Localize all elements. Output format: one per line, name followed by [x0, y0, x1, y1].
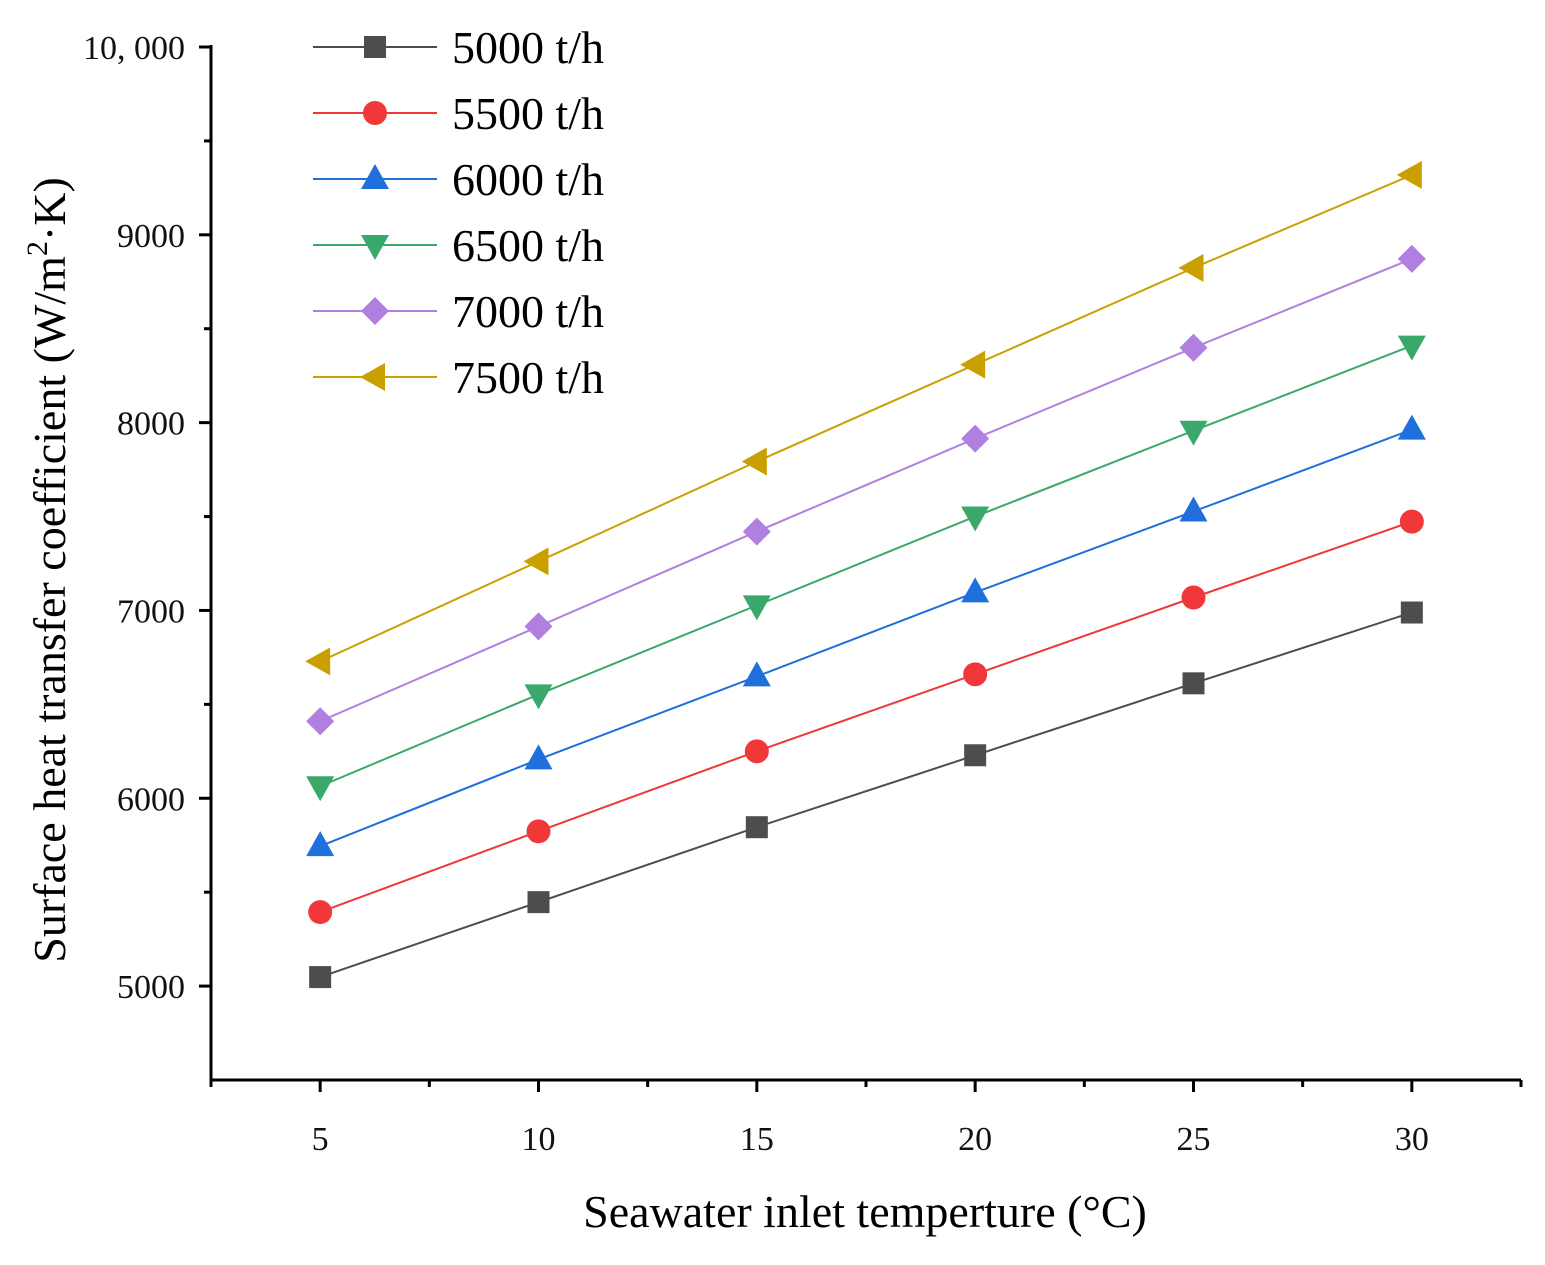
data-point-circle [526, 819, 551, 844]
y-tick-label: 6000 [117, 781, 185, 818]
data-point-triangle-left [741, 447, 767, 476]
series-line [319, 428, 1413, 848]
data-point-square [964, 744, 987, 767]
series-5500-t-h [308, 509, 1424, 925]
legend-item: 7000 t/h [313, 286, 604, 337]
data-point-diamond [524, 612, 553, 641]
legend-item: 5500 t/h [313, 88, 604, 139]
x-tick-label: 5 [312, 1121, 329, 1158]
legend-item: 7500 t/h [313, 352, 604, 403]
data-point-triangle-left [1178, 253, 1204, 282]
series-6500-t-h [306, 335, 1426, 802]
data-point-square [1182, 672, 1205, 695]
legend-item: 6500 t/h [313, 220, 604, 271]
y-tick-label: 8000 [117, 406, 185, 443]
data-point-triangle-up [306, 831, 335, 857]
series-7000-t-h [306, 244, 1426, 736]
data-point-triangle-left [1396, 160, 1422, 189]
y-axis-label-sup: 2 [21, 241, 54, 256]
legend-label: 7000 t/h [452, 286, 604, 337]
data-point-triangle-down [1179, 420, 1208, 446]
data-point-triangle-left [360, 363, 385, 391]
legend: 5000 t/h 5500 t/h 6000 t/h 6500 t/h 7000 t/h… [313, 22, 604, 403]
x-axis-label: Seawater inlet temperture (°C) [583, 1186, 1147, 1237]
data-point-circle [963, 662, 988, 687]
axes [209, 45, 1521, 1082]
series-6000-t-h [306, 414, 1426, 857]
data-point-diamond [306, 707, 335, 736]
data-point-triangle-up [1397, 414, 1426, 440]
legend-label: 7500 t/h [452, 352, 604, 403]
y-tick-label: 9000 [117, 218, 185, 255]
y-axis-label-main: Surface heat transfer coefficient (W/m [24, 256, 75, 963]
data-point-diamond [742, 517, 771, 546]
series-line [319, 173, 1413, 663]
data-point-square [527, 891, 550, 914]
legend-label: 6000 t/h [452, 154, 604, 205]
data-point-triangle-down [961, 506, 990, 532]
y-axis-label-end: ·K) [24, 177, 75, 241]
legend-item: 6000 t/h [313, 154, 604, 205]
series-7500-t-h [305, 160, 1422, 676]
data-point-circle [308, 900, 333, 925]
data-point-triangle-up [524, 744, 553, 770]
data-point-triangle-up [742, 661, 771, 687]
data-point-triangle-down [1397, 335, 1426, 361]
data-point-diamond [1179, 333, 1208, 362]
data-point-diamond [361, 297, 389, 325]
data-point-triangle-up [961, 577, 990, 603]
data-point-triangle-down [524, 684, 553, 710]
x-tick-label: 30 [1395, 1121, 1429, 1158]
data-point-triangle-up [361, 164, 389, 189]
legend-item: 5000 t/h [313, 22, 604, 73]
y-tick-label: 10, 000 [83, 30, 185, 67]
data-point-triangle-left [960, 350, 986, 379]
ticks: 5000 6000 7000 8000 9000 10, 000 5 10 15 20 25 30 [83, 30, 1523, 1158]
series-line [319, 520, 1413, 914]
data-point-triangle-left [523, 547, 549, 576]
series-5000-t-h [309, 601, 1423, 989]
data-point-circle [744, 739, 769, 764]
data-point-circle [1399, 509, 1424, 534]
x-tick-label: 15 [740, 1121, 774, 1158]
x-tick-label: 25 [1177, 1121, 1211, 1158]
series-line [319, 257, 1413, 723]
series-line [319, 611, 1413, 979]
y-axis-label: Surface heat transfer coefficient (W/m2·… [21, 177, 75, 963]
data-point-square [1400, 601, 1423, 624]
series-layer [305, 160, 1426, 989]
data-point-triangle-up [1179, 496, 1208, 522]
legend-label: 5500 t/h [452, 88, 604, 139]
data-point-square [309, 966, 332, 989]
data-point-triangle-down [742, 595, 771, 621]
y-tick-label: 5000 [117, 969, 185, 1006]
data-point-diamond [1397, 244, 1426, 273]
series-line [319, 344, 1413, 788]
x-tick-label: 20 [958, 1121, 992, 1158]
legend-label: 6500 t/h [452, 220, 604, 271]
data-point-triangle-down [361, 235, 389, 260]
data-point-triangle-down [306, 776, 335, 802]
x-tick-label: 10 [522, 1121, 556, 1158]
data-point-circle [1181, 585, 1206, 610]
data-point-square [745, 816, 768, 839]
y-tick-label: 7000 [117, 593, 185, 630]
legend-label: 5000 t/h [452, 22, 604, 73]
data-point-circle [363, 101, 387, 125]
data-point-triangle-left [305, 647, 331, 676]
data-point-square [364, 36, 386, 58]
data-point-diamond [961, 424, 990, 453]
